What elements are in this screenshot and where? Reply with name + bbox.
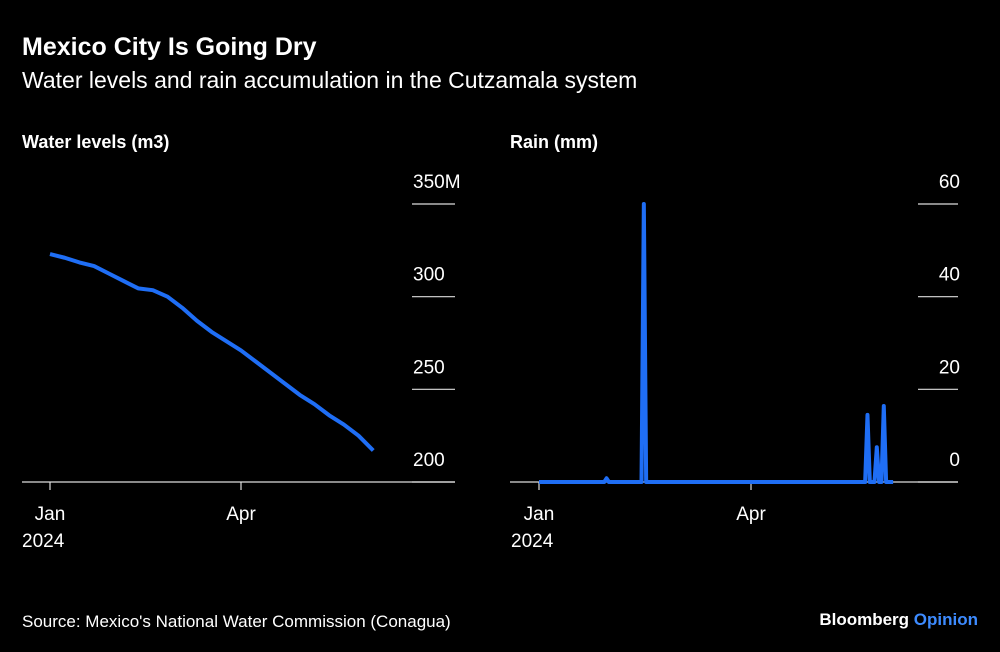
source: Source: Mexico's National Water Commissi… [22,612,451,631]
brand: Bloomberg Opinion [819,610,978,629]
y-tick-label: 350M [413,172,461,193]
panel-title: Water levels (m3) [22,132,169,152]
x-tick-label: Apr [226,504,256,525]
chart-subtitle: Water levels and rain accumulation in th… [22,67,637,93]
brand-name: Bloomberg [819,610,909,629]
y-tick-label: 0 [949,450,960,471]
y-tick-label: 40 [939,265,960,286]
x-sublabel: 2024 [511,531,554,552]
y-tick-label: 60 [939,172,960,193]
chart-title: Mexico City Is Going Dry [22,33,317,61]
y-tick-label: 200 [413,450,445,471]
brand-suffix: Opinion [914,610,978,629]
y-tick-label: 250 [413,357,445,378]
data-line [539,202,894,484]
data-line [49,252,375,452]
y-tick-label: 300 [413,265,445,286]
panel-title: Rain (mm) [510,132,598,152]
x-tick-label: Jan [35,504,66,525]
x-tick-label: Apr [736,504,766,525]
x-sublabel: 2024 [22,531,65,552]
y-tick-label: 20 [939,357,960,378]
x-tick-label: Jan [524,504,555,525]
